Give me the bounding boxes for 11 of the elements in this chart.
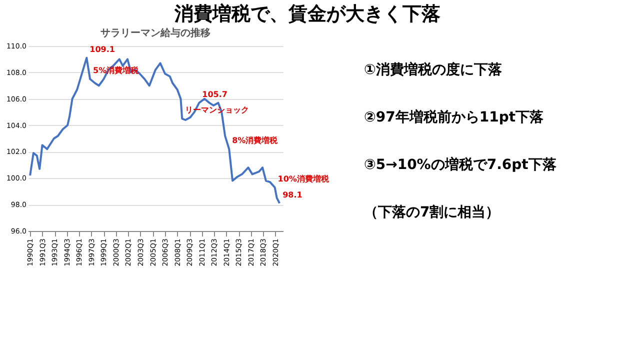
- annotation: 8%消費増税: [232, 135, 279, 146]
- annotation: 98.1: [282, 190, 303, 200]
- text: ③5→10%の増税で7.6pt下落: [364, 156, 558, 173]
- annotation: 109.1: [90, 44, 116, 54]
- text: （下落の7割に相当）: [364, 203, 500, 220]
- annotation: 10%消費増税: [278, 173, 330, 184]
- text: ①消費増税の度に下落: [364, 60, 503, 78]
- annotation: 105.7: [202, 90, 228, 99]
- chart-subtitle: サラリーマン給与の推移: [100, 27, 210, 39]
- text: ②97年増税前から11pt下落: [364, 108, 545, 126]
- chart-title: 消費増税で、賃金が大きく下落: [173, 3, 440, 25]
